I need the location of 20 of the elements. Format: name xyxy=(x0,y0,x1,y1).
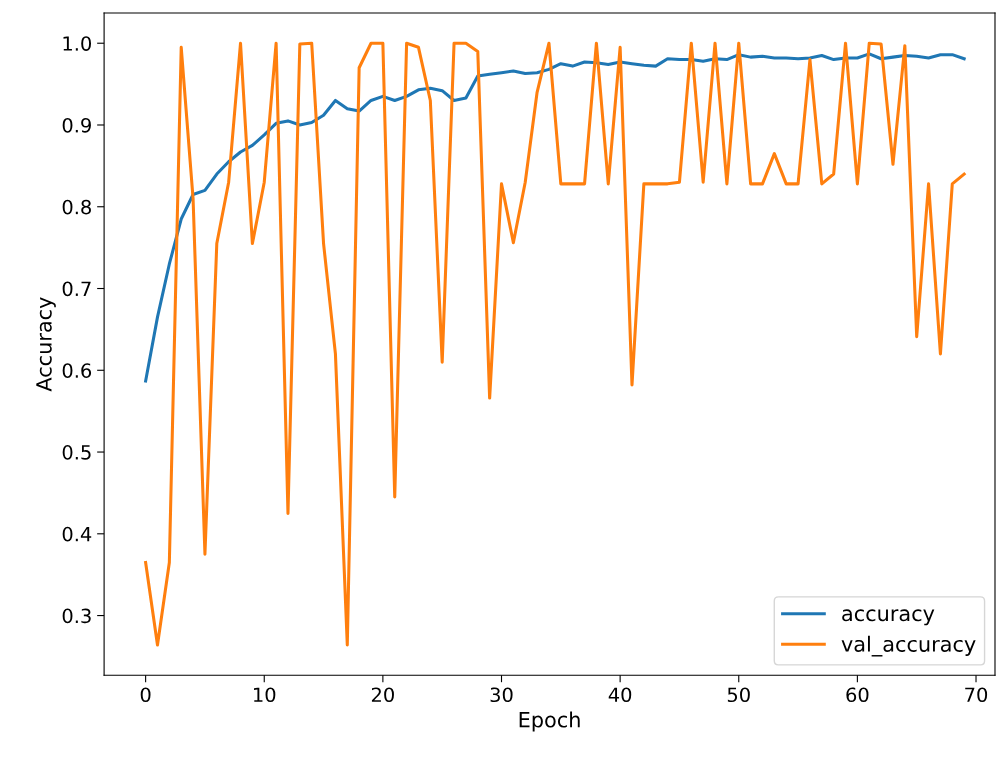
x-tick-label: 40 xyxy=(608,687,632,703)
x-tick-label: 10 xyxy=(254,687,276,703)
x-tick-label: 30 xyxy=(490,687,513,703)
legend-label: accuracy xyxy=(842,609,935,626)
x-axis-title: Epoch xyxy=(519,711,580,732)
y-tick-label: 0.7 xyxy=(62,281,91,297)
x-tick-label: 70 xyxy=(965,687,988,703)
legend-label: val_accuracy xyxy=(841,635,976,657)
y-tick-label: 0.4 xyxy=(62,526,92,542)
y-tick-label: 0.8 xyxy=(62,199,91,215)
y-tick-label: 1.0 xyxy=(63,36,92,51)
x-tick-label: 0 xyxy=(140,687,151,703)
x-tick-label: 20 xyxy=(371,687,394,703)
x-tick-label: 60 xyxy=(846,687,869,703)
y-tick-label: 0.5 xyxy=(62,445,91,460)
y-tick-label: 0.6 xyxy=(62,363,92,378)
y-tick-label: 0.9 xyxy=(62,117,91,133)
y-axis-title: Accuracy xyxy=(36,297,56,392)
x-tick-label: 50 xyxy=(727,687,750,703)
y-tick-label: 0.3 xyxy=(62,608,91,624)
